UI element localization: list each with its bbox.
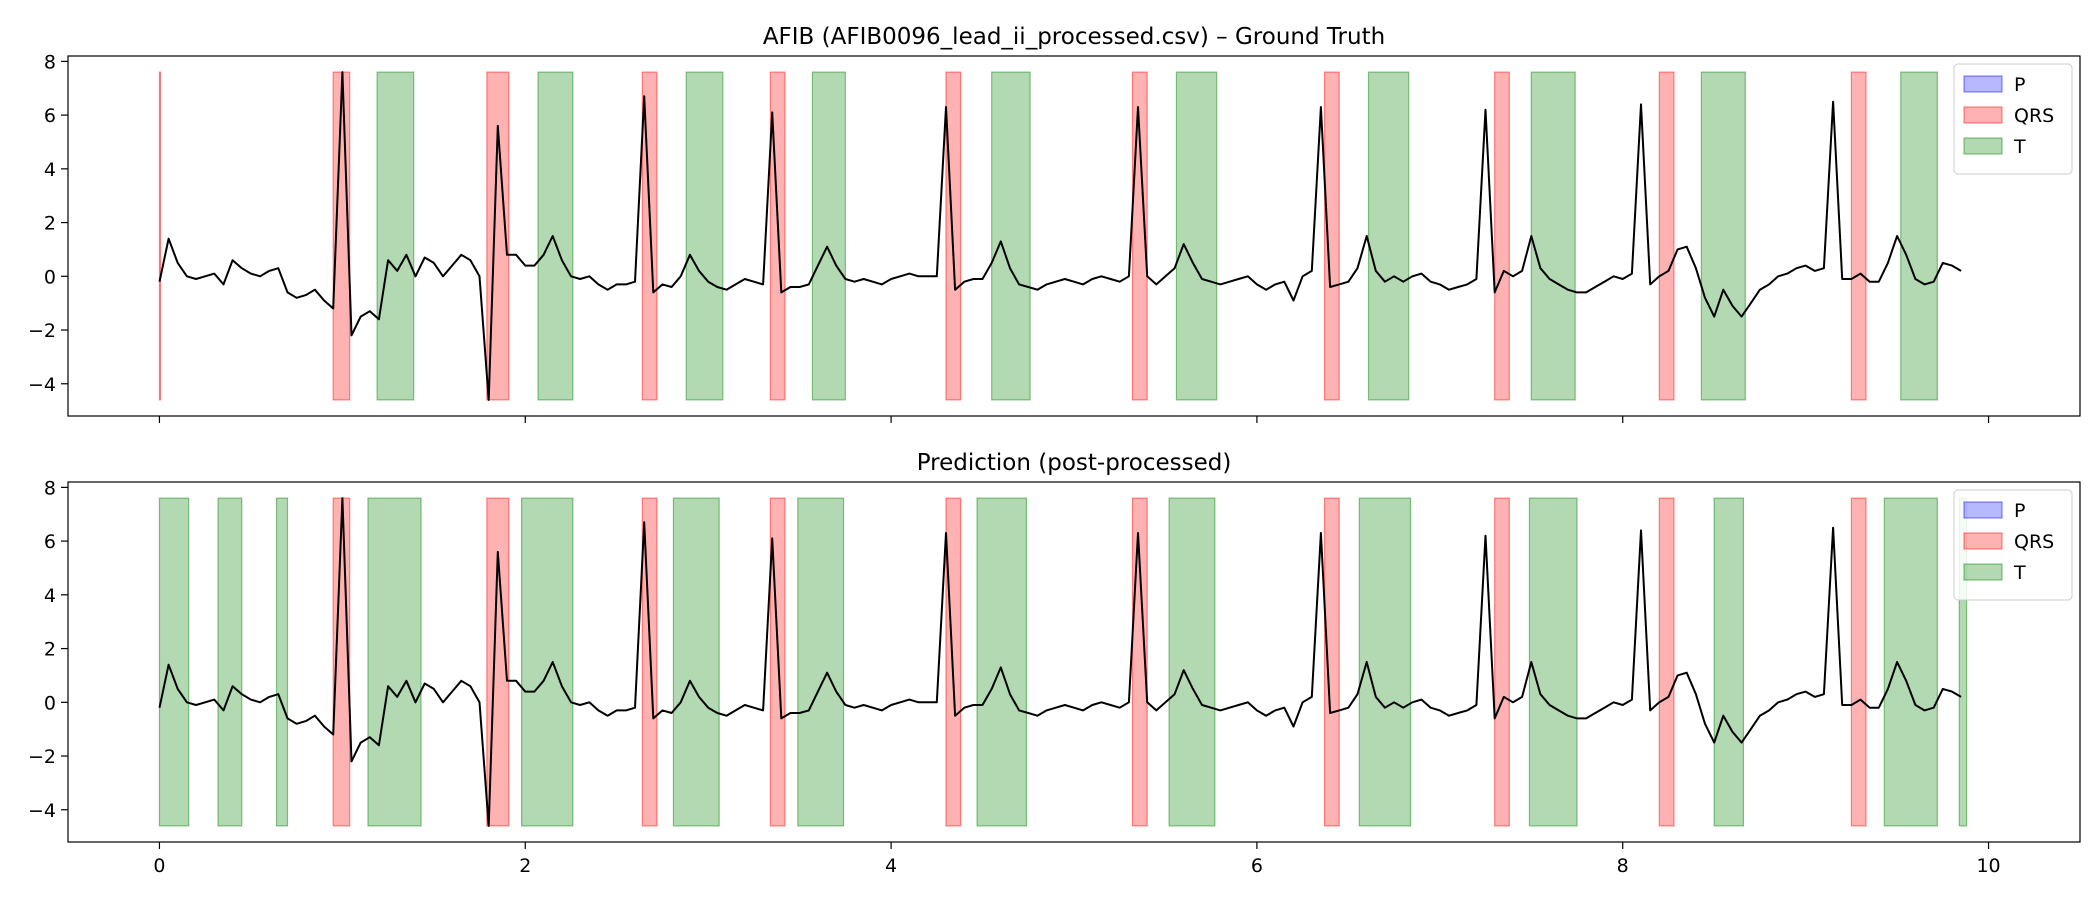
legend-label-qrs: QRS — [2014, 105, 2054, 127]
legend-label-qrs: QRS — [2014, 531, 2054, 553]
legend: P QRS T — [1953, 489, 2073, 601]
y-tick-label: −4 — [28, 374, 56, 396]
x-tick-label: 8 — [1617, 855, 1629, 877]
ground-truth-panel: −4 −2 0 2 4 6 8 AFIB (AFIB0096_lead_ii_process… — [28, 24, 2081, 423]
t-segment-band — [1358, 497, 1412, 827]
t-segment-band — [521, 497, 574, 827]
ecg-signal-line — [158, 71, 1962, 401]
qrs-segment-band — [1658, 497, 1675, 827]
y-tick-label: 4 — [44, 159, 56, 181]
x-tick-label: 2 — [519, 855, 531, 877]
y-tick-label: 8 — [44, 51, 56, 73]
x-tick-label: 0 — [153, 855, 165, 877]
legend-box — [1953, 63, 2073, 175]
axes: −4 −2 0 2 4 6 8 — [28, 51, 1990, 423]
y-tick-label: −2 — [28, 746, 56, 768]
qrs-segment-band — [1323, 497, 1340, 827]
legend-swatch-t — [1963, 563, 2003, 581]
t-segment-band — [991, 71, 1031, 401]
y-tick-label: 0 — [44, 692, 56, 714]
plot-area — [68, 482, 2080, 842]
t-segment-band — [217, 497, 243, 827]
legend-swatch-t — [1963, 137, 2003, 155]
t-segment-band — [1530, 71, 1576, 401]
plot-frame — [67, 481, 2081, 843]
legend-swatch-p — [1963, 75, 2003, 93]
x-tick-label: 6 — [1251, 855, 1263, 877]
t-segment-band — [1367, 71, 1410, 401]
legend-label-p: P — [2014, 74, 2025, 96]
legend-swatch-qrs — [1963, 532, 2003, 550]
t-segment-band — [1175, 71, 1218, 401]
t-segment-band — [976, 497, 1028, 827]
t-segment-band — [275, 497, 289, 827]
legend-label-t: T — [2013, 136, 2026, 158]
qrs-segment-band — [1323, 71, 1340, 401]
legend: P QRS T — [1953, 63, 2073, 175]
y-tick-label: −2 — [28, 320, 56, 342]
t-segment-band — [797, 497, 845, 827]
t-segment-band — [1528, 497, 1578, 827]
qrs-segment-band — [1494, 71, 1510, 401]
ecg-signal-line — [158, 497, 1962, 827]
y-tick-label: 0 — [44, 266, 56, 288]
t-segment-band — [376, 71, 415, 401]
qrs-segment-band — [1494, 497, 1510, 827]
y-tick-label: 4 — [44, 585, 56, 607]
t-segment-band — [1168, 497, 1216, 827]
t-segment-band — [1713, 497, 1745, 827]
y-tick-label: 8 — [44, 477, 56, 499]
y-tick-label: 6 — [44, 105, 56, 127]
segment-bands — [158, 497, 1968, 827]
legend-swatch-p — [1963, 501, 2003, 519]
qrs-segment-band — [1850, 497, 1867, 827]
t-segment-band — [367, 497, 422, 827]
x-tick-label: 4 — [885, 855, 897, 877]
t-segment-band — [1883, 497, 1938, 827]
y-tick-label: −4 — [28, 800, 56, 822]
chart-title: AFIB (AFIB0096_lead_ii_processed.csv) – … — [763, 24, 1385, 50]
legend-swatch-qrs — [1963, 106, 2003, 124]
plot-area — [68, 56, 2080, 416]
x-tick-label: 10 — [1976, 855, 2000, 877]
qrs-segment-band — [158, 71, 162, 401]
t-segment-band — [672, 497, 720, 827]
t-segment-band — [1900, 71, 1938, 401]
t-segment-band — [685, 71, 724, 401]
y-tick-label: 2 — [44, 639, 56, 661]
prediction-panel: 0 2 4 6 8 10 −4 −2 0 2 4 6 8 Prediction (post-proces… — [28, 450, 2081, 877]
qrs-segment-band — [1658, 71, 1675, 401]
t-segment-band — [158, 497, 190, 827]
t-segment-band — [1700, 71, 1746, 401]
t-segment-band — [811, 71, 846, 401]
axes: 0 2 4 6 8 10 −4 −2 0 2 4 6 8 — [28, 477, 2001, 877]
y-tick-label: 6 — [44, 531, 56, 553]
t-segment-band — [537, 71, 574, 401]
qrs-segment-band — [1850, 71, 1867, 401]
chart-title: Prediction (post-processed) — [917, 450, 1232, 476]
y-tick-label: 2 — [44, 213, 56, 235]
legend-box — [1953, 489, 2073, 601]
plot-frame — [67, 55, 2081, 417]
legend-label-p: P — [2014, 500, 2025, 522]
legend-label-t: T — [2013, 562, 2026, 584]
